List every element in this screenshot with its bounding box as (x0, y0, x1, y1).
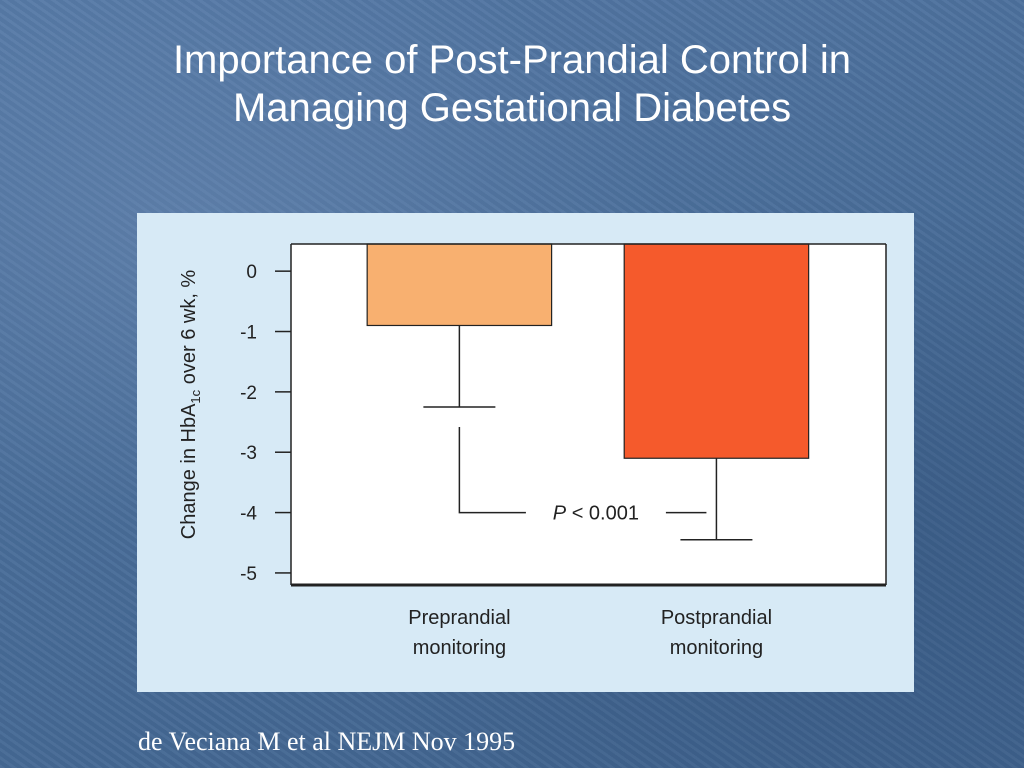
citation: de Veciana M et al NEJM Nov 1995 (138, 727, 516, 756)
y-tick-label: -2 (240, 383, 257, 404)
y-tick-label: -3 (240, 443, 257, 464)
bar-chart: P < 0.001 0 -1 -2 -3 -4 -5 Change in HbA1c over… (178, 243, 887, 659)
x-category-label-2: monitoring (670, 637, 763, 659)
slide-title-line-1: Importance of Post-Prandial Control in (172, 38, 852, 82)
x-category-label-1: monitoring (413, 637, 506, 659)
significance-bracket-left (458, 426, 526, 514)
y-axis-label: Change in HbA1c over 6 wk, % (178, 270, 203, 540)
bar-2 (623, 243, 810, 459)
slide-title: Importance of Post-Prandial Control in M… (0, 36, 1024, 132)
x-category-label-2: Postprandial (661, 607, 772, 629)
p-value-annotation: P < 0.001 (553, 503, 639, 525)
x-category-label-1: Preprandial (408, 607, 510, 629)
slide-title-line-2: Managing Gestational Diabetes (232, 86, 792, 130)
y-tick-label: -4 (240, 504, 257, 525)
bar-1 (366, 243, 553, 327)
chart-panel: P < 0.001 0 -1 -2 -3 -4 -5 Change in HbA1c over… (137, 213, 914, 692)
y-tick-label: -1 (240, 323, 257, 344)
y-tick-label: 0 (246, 262, 257, 283)
y-tick-label: -5 (240, 564, 257, 585)
